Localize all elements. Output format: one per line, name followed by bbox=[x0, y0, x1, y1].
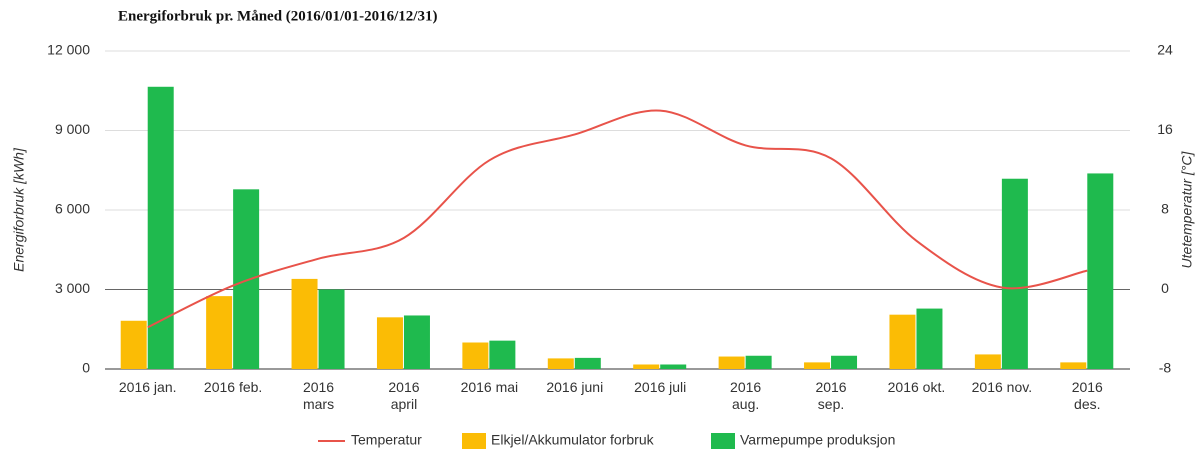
x-tick-label: 2016 april bbox=[388, 379, 420, 412]
bar bbox=[147, 86, 174, 370]
y2-tick-label: 8 bbox=[1161, 201, 1169, 217]
legend-swatch bbox=[711, 433, 735, 449]
x-tick-label: 2016 juni bbox=[546, 379, 604, 395]
y2-tick-label: 24 bbox=[1157, 42, 1173, 58]
y2-tick-label: 16 bbox=[1157, 121, 1173, 137]
bar bbox=[1001, 178, 1028, 369]
bar bbox=[403, 315, 430, 369]
bar bbox=[1060, 362, 1087, 369]
bar bbox=[974, 354, 1001, 369]
bar bbox=[1087, 173, 1114, 369]
y2-tick-label: -8 bbox=[1159, 360, 1172, 376]
y-tick-label: 3 000 bbox=[55, 280, 90, 296]
y2-axis-title: Utetemperatur [°C] bbox=[1179, 150, 1195, 268]
x-tick-label: 2016 aug. bbox=[730, 379, 762, 412]
x-tick-label: 2016 feb. bbox=[203, 379, 263, 395]
bar bbox=[745, 355, 772, 369]
y-axis-title: Energiforbruk [kWh] bbox=[11, 147, 27, 272]
x-tick-label: 2016 mars bbox=[302, 379, 335, 412]
x-tick-label: 2016 juli bbox=[634, 379, 687, 395]
bar bbox=[206, 296, 233, 369]
bar bbox=[291, 278, 318, 369]
bar bbox=[233, 189, 260, 369]
legend-label: Varmepumpe produksjon bbox=[740, 432, 895, 448]
bar bbox=[120, 320, 147, 369]
y2-tick-label: 0 bbox=[1161, 280, 1169, 296]
y-tick-label: 12 000 bbox=[47, 42, 90, 58]
legend-label: Elkjel/Akkumulator forbruk bbox=[491, 432, 655, 448]
y-tick-label: 9 000 bbox=[55, 121, 90, 137]
bar bbox=[574, 357, 601, 369]
bar bbox=[318, 289, 345, 369]
x-tick-label: 2016 des. bbox=[1071, 379, 1103, 412]
x-tick-label: 2016 nov. bbox=[971, 379, 1033, 395]
y-tick-label: 0 bbox=[82, 360, 90, 376]
bar bbox=[718, 356, 745, 369]
bar bbox=[916, 308, 943, 369]
legend-label: Temperatur bbox=[351, 432, 422, 448]
x-tick-label: 2016 okt. bbox=[887, 379, 946, 395]
x-tick-label: 2016 jan. bbox=[118, 379, 177, 395]
bar bbox=[489, 340, 516, 369]
bar bbox=[889, 314, 916, 369]
bar bbox=[547, 358, 574, 369]
legend-swatch bbox=[462, 433, 486, 449]
bar bbox=[633, 364, 660, 369]
bar bbox=[660, 364, 687, 369]
bar bbox=[804, 362, 831, 369]
bar bbox=[831, 355, 858, 369]
x-tick-label: 2016 sep. bbox=[815, 379, 847, 412]
bar bbox=[376, 317, 403, 369]
bar bbox=[462, 342, 489, 369]
temperature-line bbox=[147, 109, 1088, 329]
y-tick-label: 6 000 bbox=[55, 201, 90, 217]
chart-title: Energiforbruk pr. Måned (2016/01/01-2016… bbox=[118, 8, 437, 24]
x-tick-label: 2016 mai bbox=[460, 379, 519, 395]
